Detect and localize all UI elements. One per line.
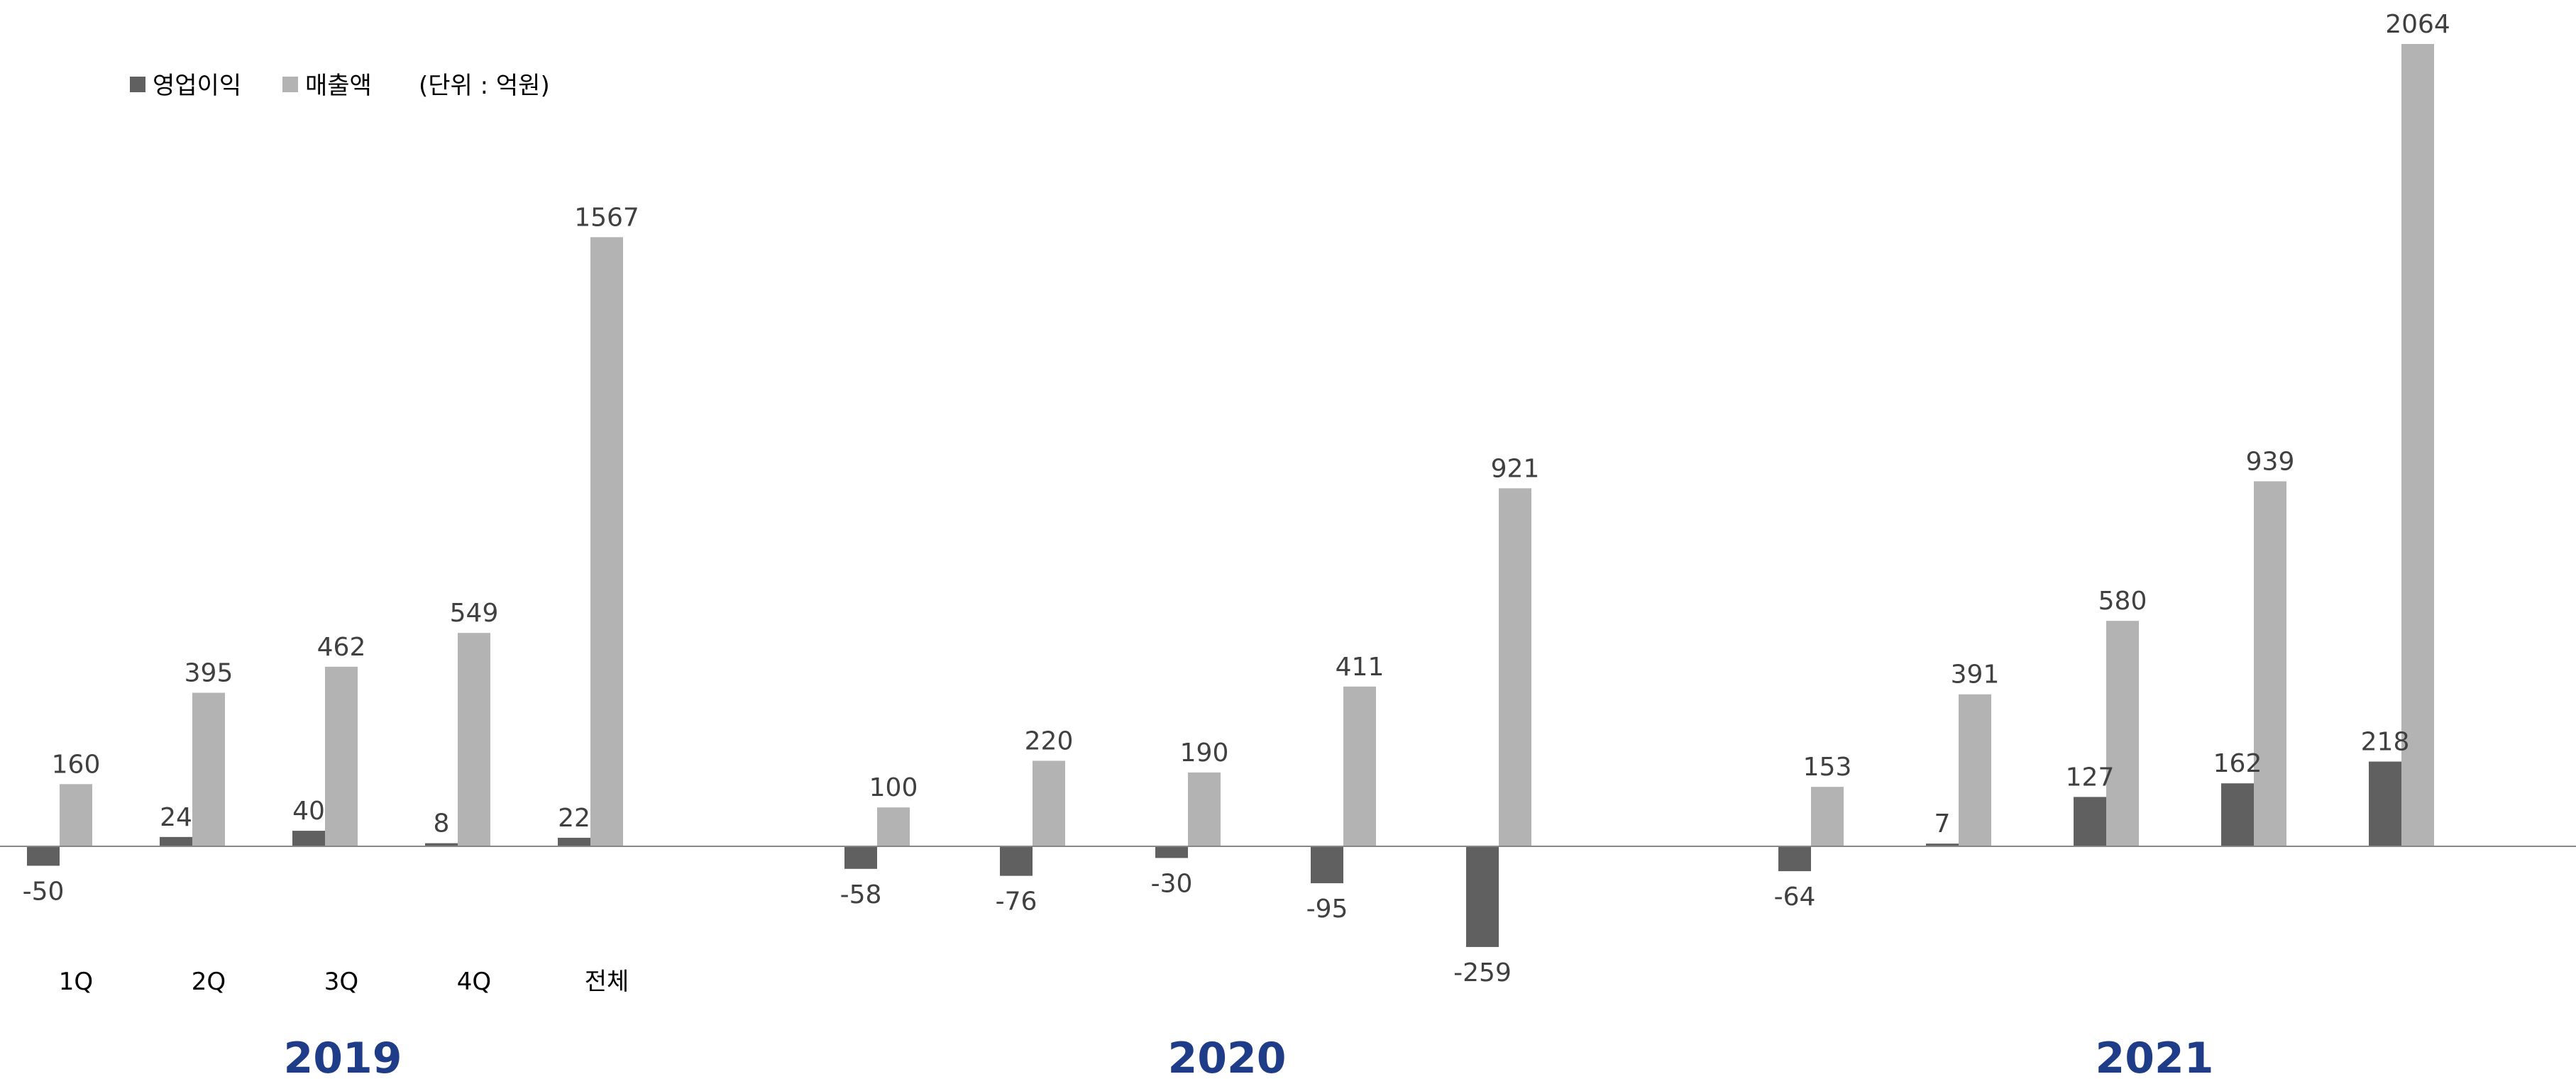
category-label: 4Q [457, 968, 491, 996]
data-label-revenue: 160 [52, 750, 101, 779]
bar-operating-profit [844, 846, 877, 869]
bar-operating-profit [2074, 797, 2106, 846]
labels-layer: 160 -50 1Q 395 24 2Q 462 40 3Q 549 8 4Q 1567 22 전체 2019… [23, 10, 2450, 1079]
data-label-revenue: 939 [2246, 447, 2295, 476]
legend: 영업이익 매출액 (단위 : 억원) [130, 72, 550, 100]
unit-note: (단위 : 억원) [419, 72, 550, 100]
data-label-revenue: 100 [869, 773, 918, 802]
bar-operating-profit [425, 843, 458, 846]
bar-revenue [1959, 694, 1991, 846]
bar-operating-profit [27, 846, 60, 866]
bar-operating-profit [1311, 846, 1343, 884]
bar-revenue [458, 633, 490, 846]
bar-operating-profit [1926, 843, 1959, 846]
data-label-revenue: 2064 [2385, 10, 2450, 39]
data-label-revenue: 220 [1025, 726, 1074, 756]
data-label-revenue: 549 [450, 599, 499, 628]
bar-revenue [1499, 488, 1531, 846]
data-label-revenue: 411 [1336, 653, 1385, 682]
bar-operating-profit [1155, 846, 1188, 858]
bar-operating-profit [292, 831, 325, 846]
bar-revenue [1033, 760, 1065, 846]
data-label-revenue: 580 [2098, 587, 2147, 616]
data-label-revenue: 921 [1491, 454, 1540, 483]
bar-revenue [1188, 772, 1221, 846]
bar-operating-profit [558, 837, 590, 846]
category-label: 전체 [585, 968, 629, 996]
category-label: 2Q [192, 968, 226, 996]
bar-revenue [2106, 621, 2139, 846]
data-label-revenue: 153 [1803, 753, 1852, 782]
bar-revenue [1811, 787, 1844, 846]
data-label-operating-profit: 162 [2213, 749, 2262, 778]
data-label-operating-profit: -76 [996, 887, 1037, 917]
bar-revenue [60, 784, 92, 846]
bar-revenue [2254, 481, 2286, 846]
bar-revenue [2401, 44, 2434, 846]
data-label-operating-profit: -58 [840, 880, 882, 909]
data-label-revenue: 462 [317, 633, 366, 662]
legend-swatch-revenue [282, 77, 298, 92]
data-label-operating-profit: 7 [1934, 809, 1951, 839]
data-label-operating-profit: 127 [2066, 763, 2115, 792]
year-group-label: 2019 [284, 1034, 402, 1079]
category-label: 1Q [59, 968, 93, 996]
data-label-operating-profit: -259 [1453, 958, 1512, 987]
bar-revenue [192, 692, 225, 846]
bar-operating-profit [1000, 846, 1033, 876]
bar-operating-profit [2221, 783, 2254, 846]
data-label-operating-profit: -95 [1306, 895, 1348, 924]
bar-revenue [325, 666, 358, 846]
data-label-revenue: 190 [1180, 738, 1229, 768]
bar-operating-profit [2369, 761, 2401, 846]
data-label-operating-profit: 40 [292, 797, 325, 826]
year-group-label: 2020 [1168, 1034, 1287, 1079]
bar-operating-profit [1778, 846, 1811, 872]
bar-revenue [1343, 686, 1376, 846]
data-label-revenue: 1567 [574, 203, 639, 232]
data-label-operating-profit: 218 [2361, 728, 2410, 757]
data-label-operating-profit: 22 [558, 804, 590, 833]
bar-operating-profit [1466, 846, 1499, 947]
bar-operating-profit [160, 836, 192, 846]
legend-swatch-operating-profit [130, 77, 145, 92]
data-label-operating-profit: 8 [434, 809, 450, 839]
category-label: 3Q [324, 968, 358, 996]
bar-revenue [877, 807, 910, 846]
data-label-revenue: 395 [185, 659, 233, 688]
data-label-operating-profit: 24 [160, 803, 192, 832]
data-label-operating-profit: -30 [1151, 869, 1193, 898]
bars-layer [27, 44, 2434, 947]
year-group-label: 2021 [2096, 1034, 2214, 1079]
legend-label-operating-profit: 영업이익 [153, 72, 241, 100]
data-label-operating-profit: -50 [23, 877, 65, 906]
bar-revenue [590, 237, 623, 847]
data-label-operating-profit: -64 [1774, 882, 1816, 912]
data-label-revenue: 391 [1951, 660, 2000, 690]
legend-label-revenue: 매출액 [305, 72, 372, 100]
